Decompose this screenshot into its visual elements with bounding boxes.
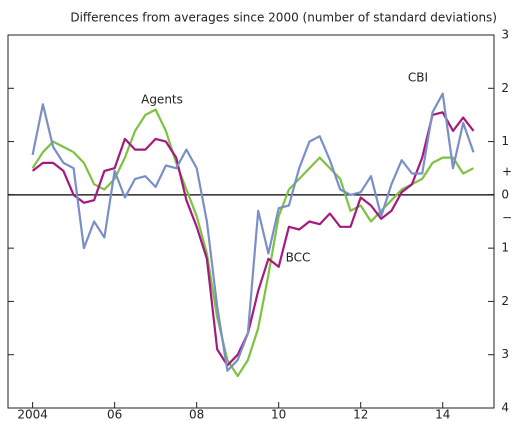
x-tick-label: 10 [271, 408, 286, 421]
y-tick-label: 2 [501, 81, 509, 95]
x-tick-label: 14 [435, 408, 450, 421]
y-tick-label: 1 [501, 134, 509, 148]
sign-label: + [502, 165, 512, 179]
sign-label: − [502, 211, 512, 225]
chart-title: Differences from averages since 2000 (nu… [70, 11, 497, 25]
x-tick-label: 08 [189, 408, 204, 421]
y-tick-label: 3 [501, 347, 509, 361]
y-tick-label: 0 [501, 187, 509, 201]
y-tick-label: 4 [501, 401, 509, 415]
x-tick-label: 2004 [17, 408, 48, 421]
series-label: BCC [286, 251, 311, 265]
series-line [31, 108, 475, 378]
plot-frame [7, 34, 495, 409]
series-label: Agents [141, 93, 183, 107]
x-tick-label: 06 [107, 408, 122, 421]
y-tick-label: 1 [501, 241, 509, 255]
series-line [31, 92, 475, 372]
y-tick-label: 3 [501, 28, 509, 42]
x-tick-label: 12 [353, 408, 368, 421]
y-tick-label: 2 [501, 294, 509, 308]
series-line [31, 111, 475, 367]
series-label: CBI [408, 71, 428, 85]
